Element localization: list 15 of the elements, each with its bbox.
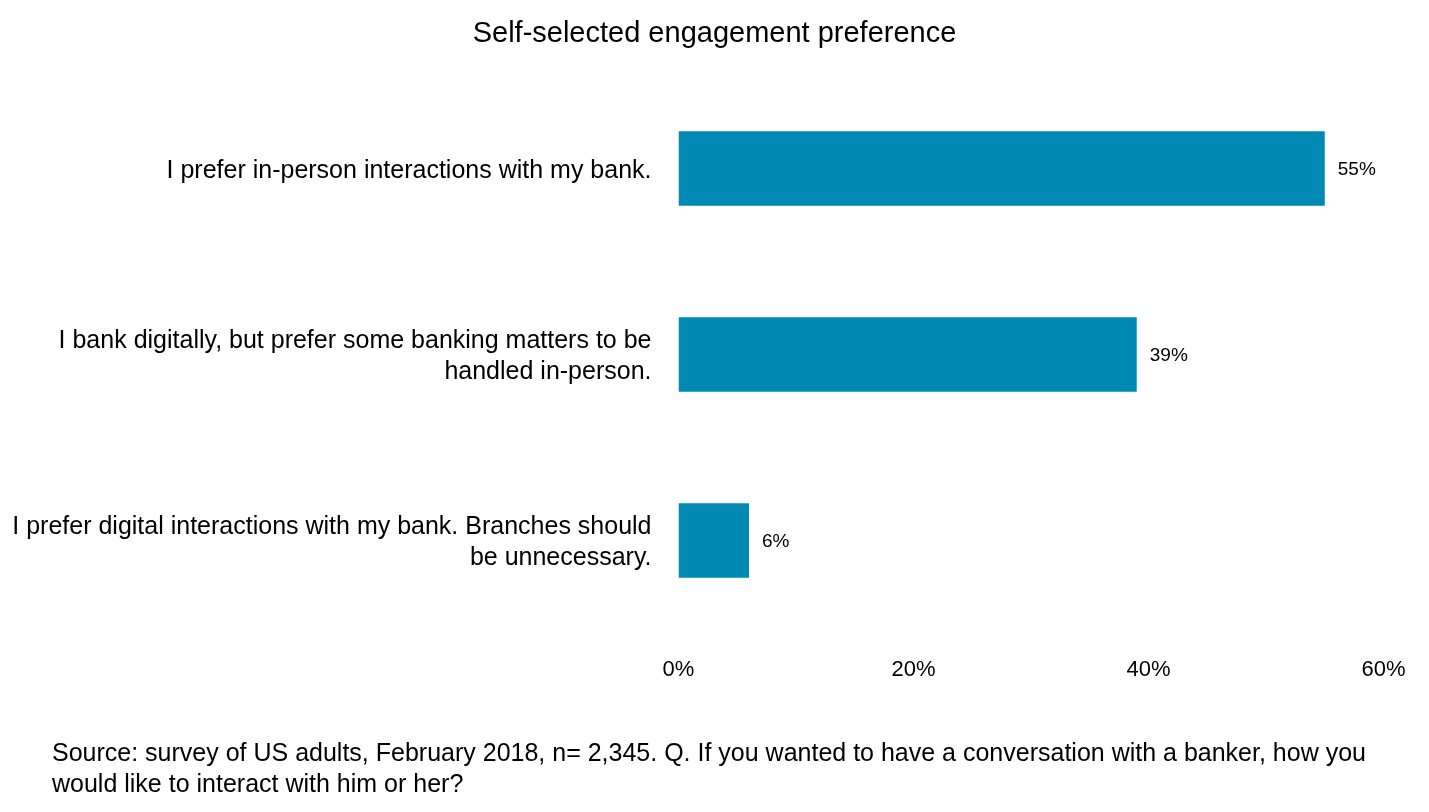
y-tick-label: I prefer in-person interactions with my bank. — [166, 154, 652, 183]
bar — [678, 503, 749, 578]
x-tick-label: 60% — [1361, 655, 1406, 681]
bar — [678, 131, 1325, 206]
source-note: Source: survey of US adults, February 2018, n= 2,345. Q. If you wanted to have a conversation with a banker, how you would like to interact with him or her? — [52, 737, 1367, 799]
chart-title: Self-selected engagement preference — [471, 15, 958, 49]
y-tick-label: I bank digitally, but prefer some banking matters to be handled in-person. — [58, 325, 652, 384]
x-tick-label: 20% — [891, 655, 936, 681]
data-label: 55% — [1337, 158, 1376, 179]
data-label: 6% — [762, 530, 790, 551]
x-tick-label: 40% — [1126, 655, 1171, 681]
bar — [678, 317, 1137, 392]
y-tick-label: I prefer digital interactions with my bank. Branches should be unnecessary. — [12, 511, 652, 570]
x-tick-label: 0% — [662, 655, 695, 681]
data-label: 39% — [1149, 344, 1188, 365]
